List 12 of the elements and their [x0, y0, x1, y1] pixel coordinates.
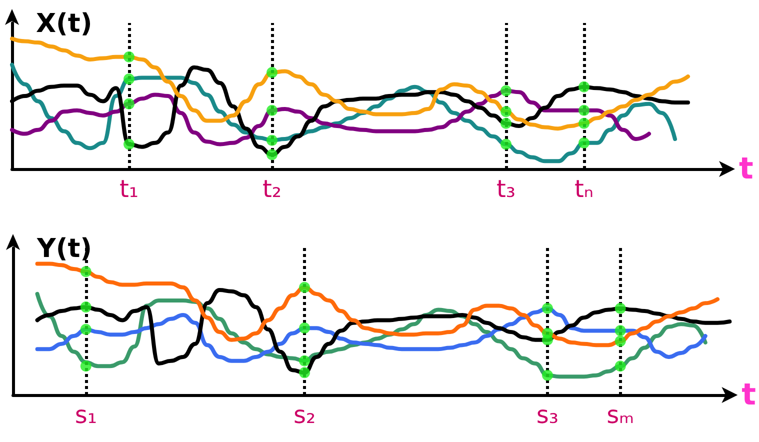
x-tick-label: t₂ [262, 175, 282, 203]
x-tick-label: s₃ [536, 401, 559, 429]
x-tick-label: sₘ [606, 401, 634, 429]
x-axis-title: t [742, 378, 756, 412]
x-tick-label: s₂ [293, 401, 316, 429]
x-tick-label: t₁ [119, 175, 139, 203]
x-tick-label: t₃ [496, 175, 516, 203]
y-axis-title: X(t) [36, 9, 92, 39]
x-tick-label: tₙ [574, 175, 594, 203]
y-axis-title: Y(t) [36, 234, 92, 264]
x-axis-title: t [739, 152, 754, 186]
x-tick-label: s₁ [74, 401, 97, 429]
